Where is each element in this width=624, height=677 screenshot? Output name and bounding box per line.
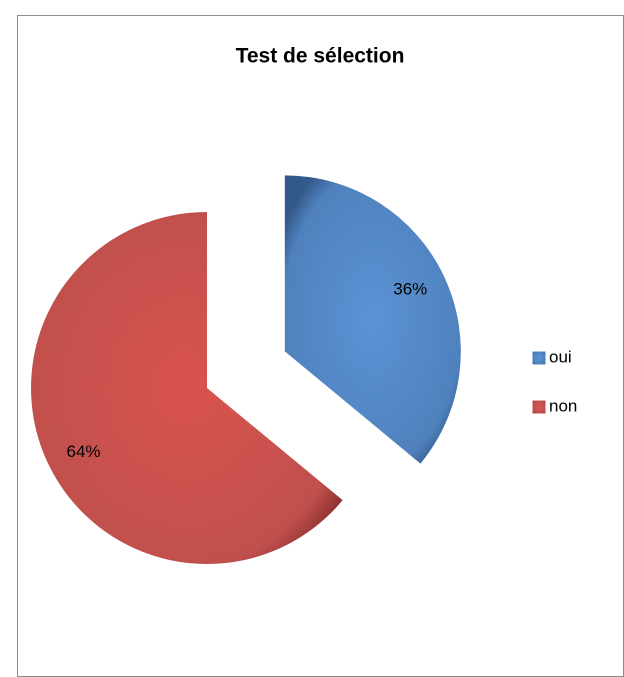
pie-slice [284,175,461,464]
legend-label: non [549,396,577,415]
chart-title: Test de sélection [236,45,405,68]
legend-label: oui [549,347,572,366]
data-label: 64% [67,442,101,461]
legend-swatch [532,351,546,365]
pie-slice [30,212,343,564]
legend-swatch [532,400,546,414]
data-label: 36% [393,279,427,298]
